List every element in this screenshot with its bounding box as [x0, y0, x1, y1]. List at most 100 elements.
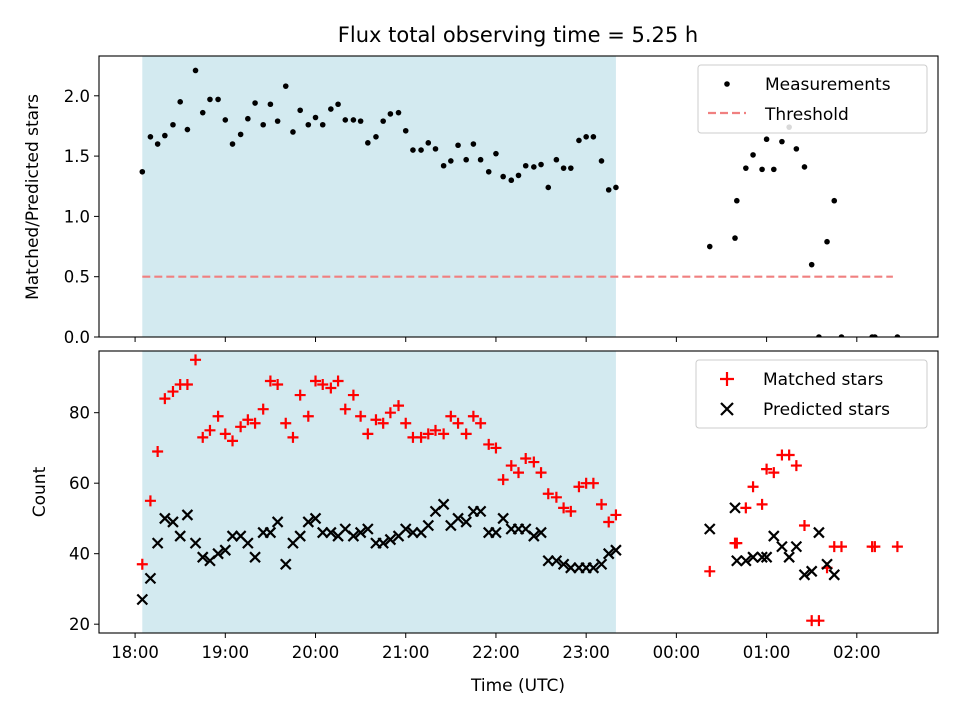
measurement-point: [515, 172, 522, 179]
matched-stars-point: [747, 481, 759, 493]
measurement-point: [568, 165, 574, 171]
measurement-point: [319, 121, 326, 128]
measurement-point: [808, 261, 815, 268]
measurement-point: [432, 146, 439, 152]
matched-stars-point: [528, 456, 540, 468]
predicted-stars-point: [776, 540, 788, 553]
matched-stars-point: [790, 460, 802, 472]
matched-stars-point: [505, 460, 517, 472]
matched-stars-point: [535, 467, 547, 479]
matched-stars-point: [542, 488, 554, 500]
matched-stars-point: [475, 417, 487, 429]
predicted-stars-point: [136, 593, 149, 606]
x-tick-label: 02:00: [833, 643, 881, 662]
measurement-point: [245, 115, 251, 122]
x-tick-label: 01:00: [743, 643, 791, 662]
measurement-point: [312, 114, 319, 121]
measurement-point: [531, 164, 537, 170]
measurement-point: [402, 127, 409, 134]
measurement-point: [763, 136, 770, 143]
predicted-stars-point: [528, 530, 540, 542]
matched-stars-point: [355, 410, 367, 422]
predicted-stars-point: [362, 523, 374, 535]
measurement-point: [455, 142, 461, 149]
measurement-point: [350, 117, 357, 123]
measurement-point: [305, 121, 312, 128]
legend-predicted-marker: [720, 402, 734, 416]
matched-stars-point: [181, 378, 193, 390]
matched-stars-point: [761, 463, 773, 475]
predicted-stars-point: [212, 547, 224, 560]
bottom-y-tick-label: 80: [69, 404, 90, 423]
measurement-point: [448, 158, 454, 164]
predicted-stars-point: [196, 551, 209, 563]
predicted-stars-point: [422, 519, 435, 532]
predicted-stars-point: [805, 565, 818, 578]
measurement-point: [576, 137, 582, 144]
measurement-point: [508, 177, 515, 184]
predicted-stars-point: [783, 551, 795, 563]
measurement-point: [613, 184, 619, 191]
top-legend-box: [697, 64, 928, 134]
matched-stars-point: [272, 378, 284, 390]
measurement-point: [824, 238, 830, 245]
top-y-tick-label: 0.0: [64, 328, 90, 347]
x-tick-label: 21:00: [382, 643, 430, 662]
predicted-stars-point: [399, 523, 412, 535]
predicted-stars-point: [703, 523, 716, 535]
matched-stars-point: [377, 417, 389, 429]
measurement-point: [440, 162, 447, 169]
predicted-stars-point: [460, 516, 472, 528]
measurement-point: [793, 146, 800, 152]
predicted-stars-point: [264, 526, 277, 539]
matched-stars-point: [294, 389, 306, 401]
measurement-point: [759, 166, 765, 173]
predicted-stars-point: [181, 509, 194, 521]
legend-matched-marker: [720, 372, 734, 386]
predicted-stars-point: [347, 530, 360, 542]
matched-stars-point: [430, 424, 442, 436]
measurement-point: [583, 134, 589, 140]
x-tick-label: 00:00: [653, 643, 701, 662]
measurement-point: [199, 109, 206, 116]
predicted-stars-point: [151, 537, 164, 549]
measurement-point: [282, 83, 289, 89]
predicted-stars-point: [821, 558, 833, 571]
matched-stars-point: [813, 615, 825, 627]
matched-stars-point: [869, 541, 881, 553]
measurement-point: [328, 106, 334, 112]
top-y-tick-label: 0.5: [64, 268, 90, 287]
matched-stars-point: [400, 417, 412, 429]
measurement-point: [743, 165, 749, 171]
matched-stars-point: [310, 375, 322, 387]
measurement-point: [387, 111, 394, 117]
measurement-point: [734, 197, 740, 204]
measurement-point: [816, 334, 822, 337]
matched-stars-point: [370, 414, 382, 426]
matched-stars-point: [798, 519, 810, 531]
predicted-stars-point: [452, 512, 464, 525]
matched-stars-point: [483, 438, 495, 450]
predicted-stars-point: [798, 569, 811, 581]
measurement-point: [260, 121, 266, 128]
predicted-stars-point: [760, 551, 773, 563]
matched-stars-point: [227, 435, 239, 447]
bottom-y-tick-label: 40: [69, 545, 90, 564]
predicted-stars-point: [354, 526, 367, 539]
measurement-point: [771, 166, 777, 173]
matched-stars-point: [136, 558, 148, 570]
predicted-stars-point: [474, 505, 487, 518]
measurement-point: [470, 141, 477, 147]
measurement-point: [553, 156, 560, 163]
matched-stars-point: [339, 403, 351, 415]
predicted-stars-point: [219, 544, 232, 556]
bottom-shaded-span: [142, 351, 616, 633]
predicted-stars-point: [550, 554, 563, 567]
predicted-stars-point: [535, 526, 547, 539]
measurement-point: [779, 138, 785, 145]
predicted-stars-point: [174, 530, 186, 542]
matched-stars-point: [595, 498, 607, 510]
matched-stars-point: [332, 375, 344, 387]
predicted-stars-point: [384, 533, 397, 546]
